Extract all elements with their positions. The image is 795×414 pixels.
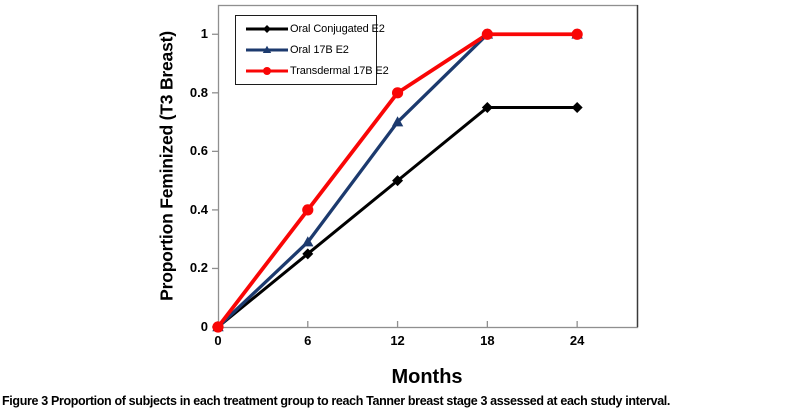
figure-caption-label: Figure 3 xyxy=(2,394,48,408)
data-point-diamond xyxy=(392,175,404,187)
figure-caption-text: Proportion of subjects in each treatment… xyxy=(50,394,671,408)
legend-sample-line xyxy=(246,45,288,53)
legend-label: Transdermal 17B E2 xyxy=(290,64,389,77)
data-point-diamond xyxy=(481,101,493,113)
legend-item: Transdermal 17B E2 xyxy=(245,65,389,77)
legend-marker-circle xyxy=(263,66,271,75)
data-point-diamond xyxy=(571,101,583,113)
data-point-triangle xyxy=(302,236,314,247)
data-point-circle xyxy=(481,28,493,40)
legend-marker-triangle xyxy=(262,45,272,53)
y-tick-label: 0.2 xyxy=(189,260,208,276)
data-point-diamond xyxy=(302,248,314,260)
legend-box: Oral Conjugated E2 Oral 17B E2 Transdermal… xyxy=(235,15,389,85)
y-tick-label: 0.6 xyxy=(189,143,208,159)
data-point-circle xyxy=(571,28,583,40)
data-point-circle xyxy=(212,321,224,333)
x-tick-label: 12 xyxy=(390,333,405,348)
y-tick-label: 0.8 xyxy=(189,84,208,100)
data-point-triangle xyxy=(391,116,404,127)
x-tick-label: 0 xyxy=(214,333,222,348)
series-line xyxy=(216,105,579,329)
x-tick-label: 6 xyxy=(304,333,312,348)
data-point-circle xyxy=(302,204,314,216)
y-tick-label: 0.4 xyxy=(189,201,208,217)
legend-label: Oral 17B E2 xyxy=(290,43,349,56)
figure-caption: Figure 3 Proportion of subjects in each … xyxy=(2,394,794,408)
legend-marker-diamond xyxy=(263,25,271,34)
x-axis-title: Months xyxy=(391,366,463,388)
x-tick-label: 18 xyxy=(480,333,495,348)
x-tick-label: 24 xyxy=(569,333,585,348)
legend-sample-line xyxy=(246,66,288,75)
y-tick-label: 0 xyxy=(200,319,208,334)
legend-sample-line xyxy=(246,25,288,34)
legend-item: Oral 17B E2 xyxy=(245,44,376,56)
data-point-circle xyxy=(391,87,404,99)
legend-item: Oral Conjugated E2 xyxy=(245,23,385,35)
legend-label: Oral Conjugated E2 xyxy=(290,23,385,36)
y-tick-label: 1 xyxy=(200,26,208,42)
